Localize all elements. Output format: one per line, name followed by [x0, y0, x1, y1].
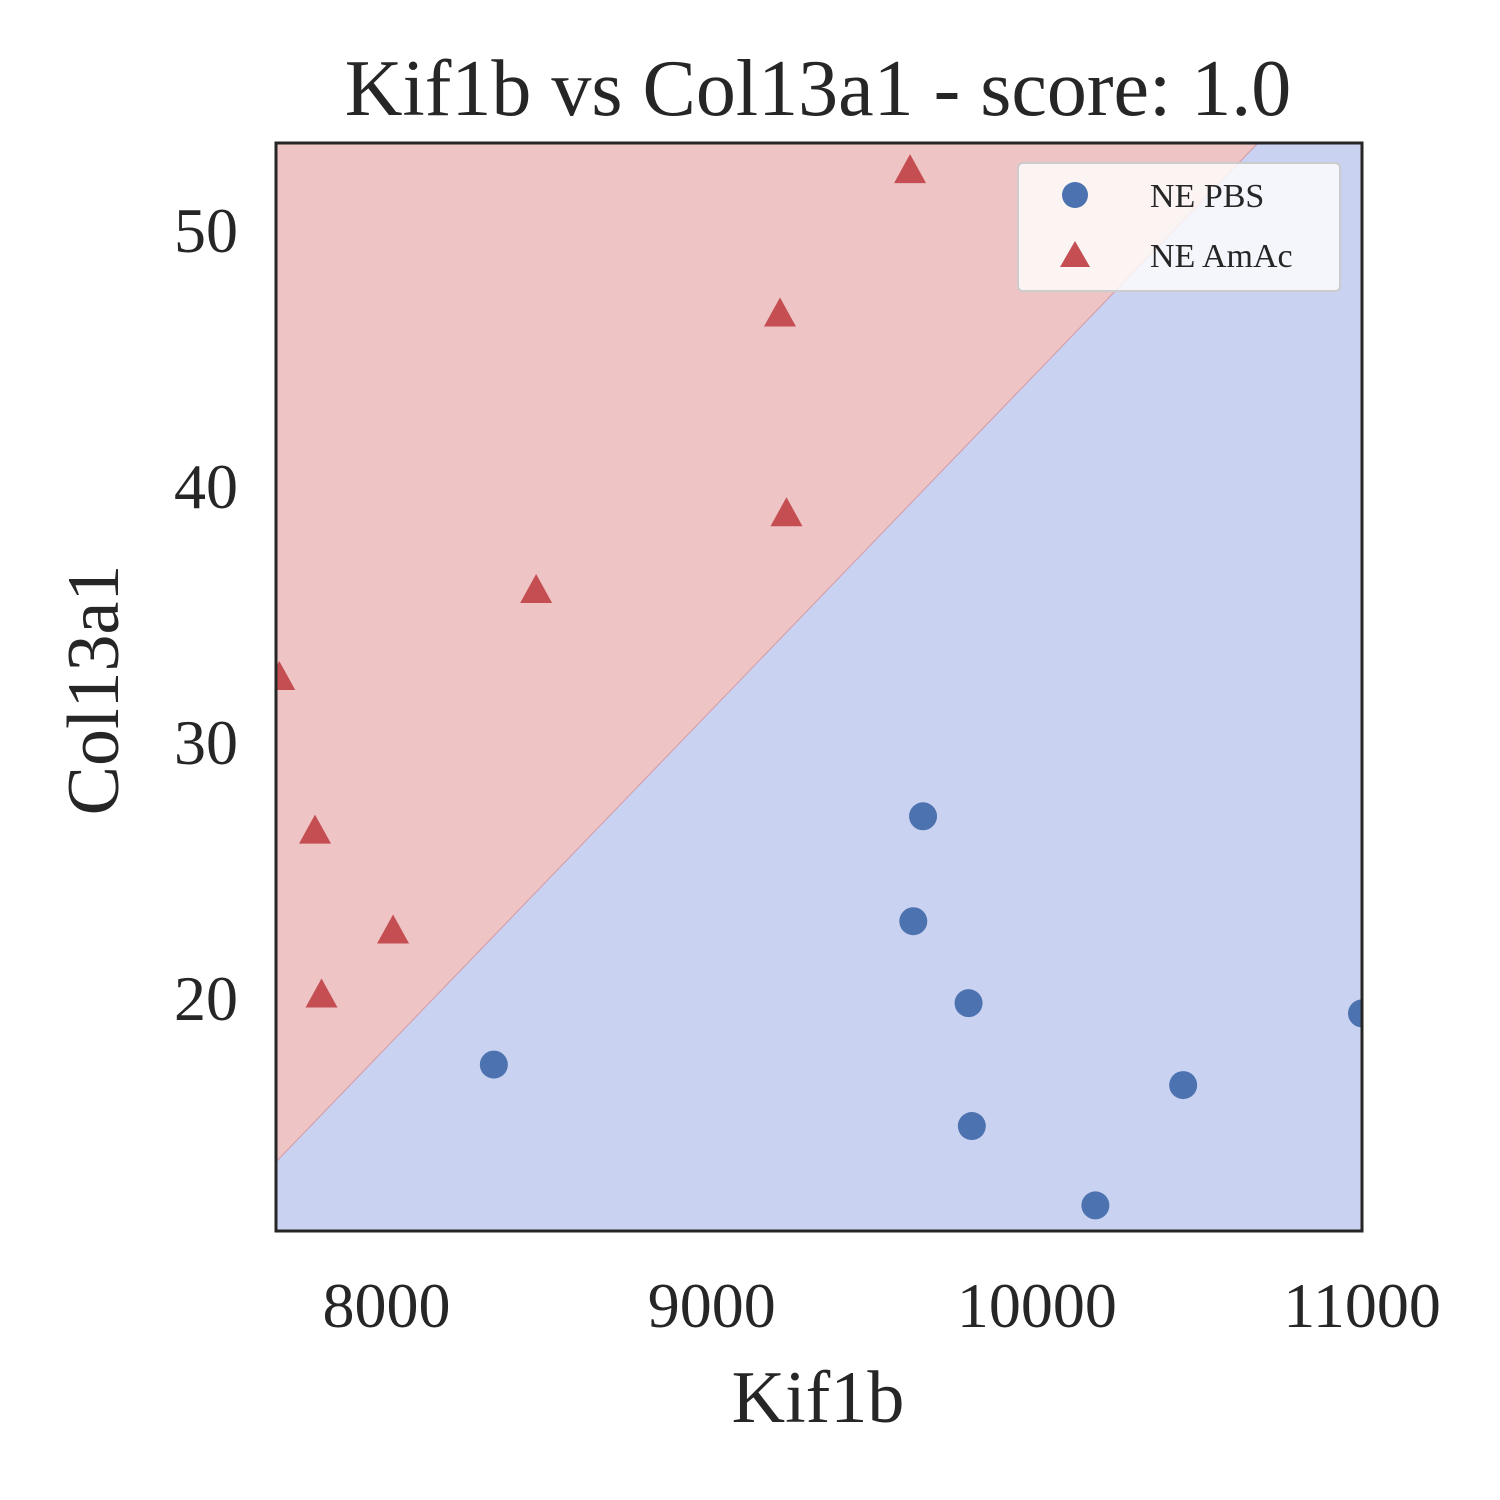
point-ne-amac-1 — [276, 661, 296, 691]
chart-title: Kif1b vs Col13a1 - score: 1.0 — [345, 45, 1292, 133]
x-tick-labels: 8000 9000 10000 11000 — [323, 1270, 1441, 1341]
decision-boundary — [275, 142, 1259, 1163]
point-ne-pbs-5 — [957, 1112, 986, 1141]
point-ne-pbs-7 — [1169, 1071, 1198, 1100]
y-tick-label: 30 — [174, 707, 238, 778]
plot-frame — [274, 141, 1364, 1233]
legend-marker-ne-amac — [1060, 241, 1090, 267]
point-ne-pbs-3 — [909, 802, 938, 831]
legend-box — [1017, 162, 1341, 292]
data-points — [276, 154, 1362, 1220]
legend: NE PBS NE AmAc — [1017, 162, 1341, 292]
x-tick-label: 11000 — [1283, 1270, 1441, 1341]
x-tick-label: 10000 — [957, 1270, 1117, 1341]
y-tick-labels: 20 30 40 50 — [174, 195, 238, 1034]
point-ne-amac-7 — [770, 497, 803, 527]
point-ne-pbs-2 — [899, 907, 928, 936]
legend-label-ne-pbs: NE PBS — [1150, 178, 1264, 215]
decision-regions — [275, 142, 1362, 1231]
point-ne-amac-3 — [305, 978, 338, 1008]
y-tick-label: 40 — [174, 451, 238, 522]
point-ne-amac-2 — [299, 814, 332, 844]
point-ne-amac-8 — [894, 154, 927, 184]
point-ne-pbs-4 — [954, 989, 983, 1018]
y-tick-label: 50 — [174, 195, 238, 266]
legend-label-ne-amac: NE AmAc — [1150, 238, 1293, 275]
x-tick-label: 9000 — [648, 1270, 776, 1341]
point-ne-amac-5 — [520, 574, 553, 603]
y-axis-label: Col13a1 — [53, 565, 135, 816]
x-axis-label: Kif1b — [732, 1357, 905, 1439]
point-ne-pbs-8 — [1348, 999, 1362, 1028]
legend-marker-ne-pbs — [1062, 182, 1088, 208]
y-tick-label: 20 — [174, 963, 238, 1034]
point-ne-pbs-6 — [1081, 1191, 1110, 1220]
x-tick-label: 8000 — [323, 1270, 451, 1341]
point-ne-amac-4 — [377, 914, 410, 944]
point-ne-pbs-1 — [479, 1050, 508, 1079]
point-ne-amac-6 — [763, 297, 796, 327]
